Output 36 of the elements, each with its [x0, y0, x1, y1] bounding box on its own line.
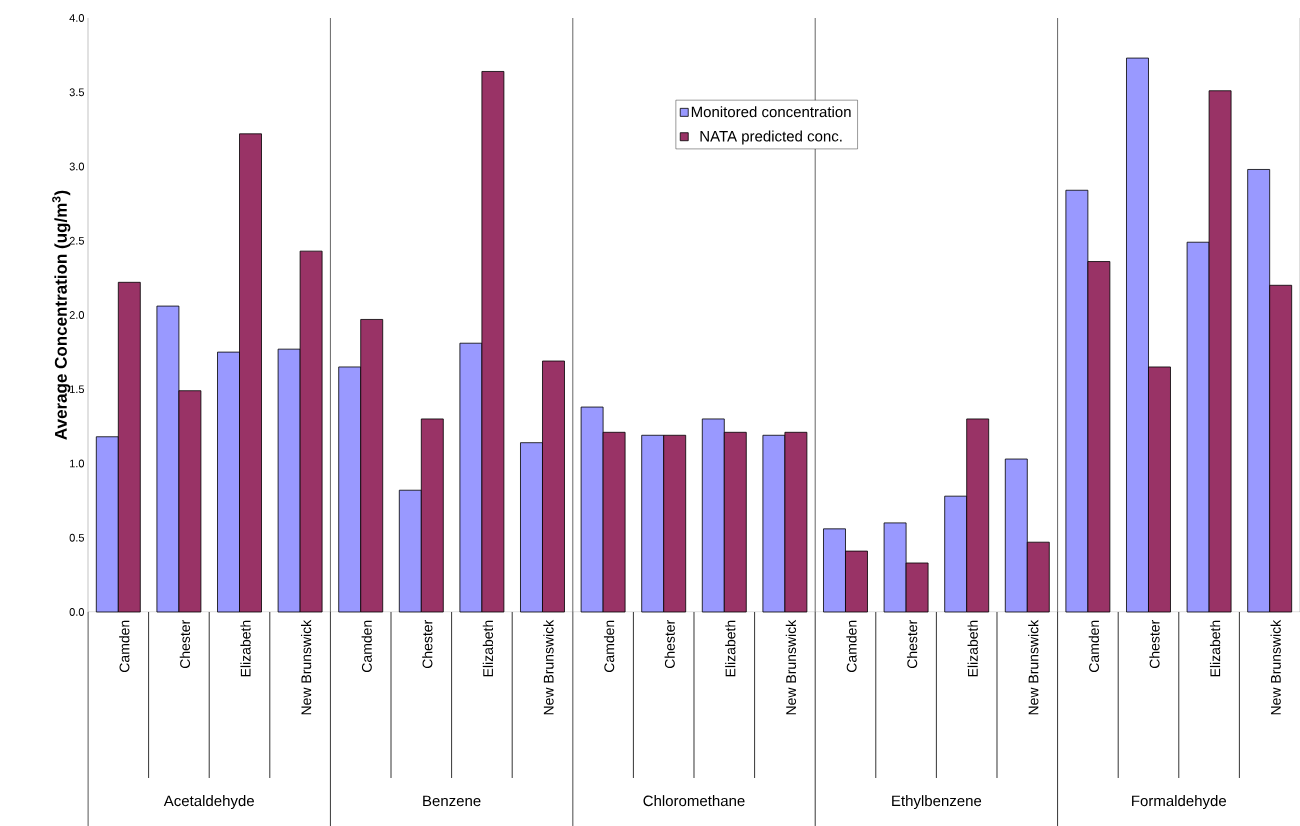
- legend-label: NATA predicted conc.: [700, 130, 842, 145]
- x-tick-label: Chester: [664, 620, 675, 669]
- x-tick-label: New Brunswick: [300, 619, 312, 715]
- y-tick-label: 3.5: [69, 88, 85, 97]
- x-tick-label: Elizabeth: [1209, 620, 1221, 677]
- y-tick-label: 2.0: [69, 311, 85, 319]
- x-tick-label: Camden: [603, 620, 615, 672]
- x-tick-label: Camden: [1088, 620, 1100, 672]
- y-tick-label: 1.0: [70, 459, 85, 468]
- x-tick-label: New Brunswick: [1270, 619, 1281, 715]
- y-tick-label: 0.5: [69, 533, 85, 542]
- x-tick-label: Chester: [422, 620, 433, 669]
- legend-label: Monitored concentration: [691, 106, 851, 118]
- y-tick-label: 3.0: [69, 162, 85, 171]
- y-tick-label: 0.0: [69, 608, 85, 616]
- y-tick-label: 4.0: [69, 14, 85, 22]
- x-tick-label: New Brunswick: [785, 619, 797, 715]
- x-tick-label: Elizabeth: [725, 620, 736, 677]
- y-tick-label: 2.5: [69, 236, 85, 245]
- x-tick-label: New Brunswick: [1028, 619, 1039, 715]
- text: Ethylbenzene: [892, 795, 982, 810]
- text: Formaldehyde: [1132, 795, 1227, 810]
- x-tick-label: Camden: [119, 620, 130, 672]
- x-tick-label: Elizabeth: [240, 620, 251, 677]
- text: Chloromethane: [643, 795, 745, 807]
- x-tick-label: Camden: [361, 620, 372, 672]
- x-tick-label: Chester: [906, 620, 918, 669]
- text: Acetaldehyde: [163, 795, 254, 810]
- x-tick-label: Camden: [846, 620, 857, 672]
- x-tick-label: Chester: [179, 620, 191, 669]
- text: Benzene: [423, 795, 481, 807]
- y-tick-label: 1.5: [70, 385, 85, 394]
- x-tick-label: Elizabeth: [967, 620, 978, 677]
- x-tick-label: New Brunswick: [543, 619, 554, 715]
- x-tick-label: Elizabeth: [482, 620, 494, 677]
- x-tick-label: Chester: [1149, 620, 1160, 669]
